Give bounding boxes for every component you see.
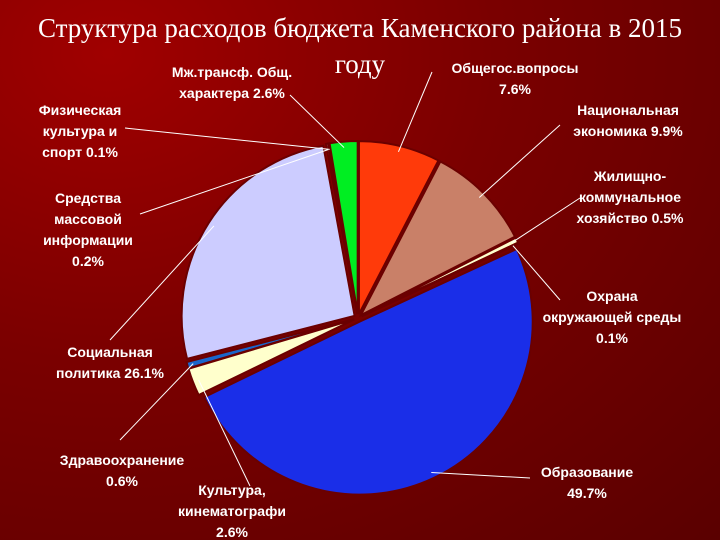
slice-label: Средства массовой информации 0.2% [33, 188, 143, 272]
slice-name: Средства массовой информации [43, 190, 133, 248]
leader-line [512, 245, 561, 301]
pie-slice [361, 241, 520, 318]
slice-label: Общегос.вопросы 7.6% [445, 58, 585, 100]
pie-slice [328, 140, 359, 315]
slice-value: 9.9% [650, 123, 683, 139]
leader-line [397, 71, 433, 153]
slice-label: Физическая культура и спорт 0.1% [25, 100, 135, 163]
slice-value: 0.1% [596, 330, 628, 346]
slice-name: Социальная политика [55, 344, 153, 381]
slice-label: Национальная экономика 9.9% [553, 100, 703, 142]
leader-line [289, 94, 345, 148]
slice-label: Жилищно-коммунальное хозяйство 0.5% [555, 166, 705, 229]
slice-label: Культура, кинематографи 2.6% [167, 480, 297, 540]
slice-value: 0.6% [106, 473, 138, 489]
leader-line [139, 149, 329, 215]
leader-line [198, 379, 251, 487]
slice-name: Мж.трансф. Общ. характера [171, 64, 293, 101]
slice-value: 0.1% [86, 144, 118, 160]
slice-value: 49.7% [567, 485, 607, 501]
slice-name: Охрана окружающей среды [542, 288, 682, 325]
slice-name: Здравоохранение [59, 452, 185, 468]
leader-line [119, 363, 194, 441]
slice-name: Образование [540, 464, 634, 480]
slice-value: 2.6% [252, 85, 285, 101]
chart-title: Структура расходов бюджета Каменского ра… [38, 13, 682, 79]
leader-line [478, 124, 561, 198]
slice-value: 26.1% [124, 365, 164, 381]
leader-lines [109, 71, 581, 487]
slice-value: 0.5% [651, 210, 684, 226]
slice-value: 2.6% [216, 524, 248, 540]
leader-line [511, 197, 581, 244]
pie-slice [357, 140, 440, 315]
slice-name: Жилищно-коммунальное хозяйство [576, 168, 682, 226]
slice-name: Культура, кинематографи [178, 482, 286, 519]
slice-label: Социальная политика 26.1% [40, 342, 180, 384]
slice-label: Образование 49.7% [527, 462, 647, 504]
slice-name: Национальная экономика [573, 102, 679, 139]
slice-value: 0.2% [72, 253, 104, 269]
leader-line [124, 127, 330, 150]
slice-label: Здравоохранение 0.6% [52, 450, 192, 492]
slice-name: Общегос.вопросы [451, 60, 579, 76]
leader-line [431, 471, 531, 479]
pie-slice [202, 247, 534, 496]
slice-label: Охрана окружающей среды 0.1% [542, 286, 682, 349]
pie-slice [180, 144, 356, 361]
slice-value: 7.6% [499, 81, 531, 97]
leader-line [109, 225, 215, 341]
slice-name: Физическая культура и спорт [38, 102, 122, 160]
slice-label: Мж.трансф. Общ. характера 2.6% [167, 62, 297, 104]
